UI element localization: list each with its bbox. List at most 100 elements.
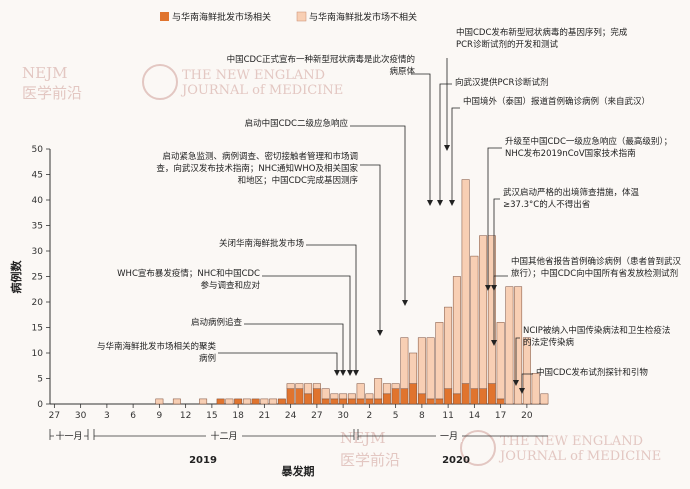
bar-related xyxy=(277,398,286,405)
bar-related xyxy=(251,398,260,405)
bar-unrelated xyxy=(356,383,365,400)
bar-unrelated xyxy=(347,393,356,400)
annotation-5: 升级至中国CDC一级应急响应（最高级别）；NHC发布2019nCoV国家技术指南 xyxy=(505,137,673,159)
arrow-8 xyxy=(306,244,357,370)
bar-unrelated xyxy=(382,383,391,395)
bar-unrelated xyxy=(312,383,321,389)
bracket-nov-bg xyxy=(54,430,84,442)
watermark-line2-bottom: JOURNAL of MEDICINE xyxy=(498,449,661,464)
bar-unrelated xyxy=(339,393,348,400)
bar-unrelated xyxy=(435,322,444,400)
y-ticks: 0 5 10 15 20 25 30 35 40 45 50 xyxy=(32,145,50,410)
bracket-jan-bg xyxy=(436,430,462,442)
y-tick-label: 0 xyxy=(37,400,43,410)
arrowhead-13 xyxy=(334,370,340,376)
annotation-8: 关闭华南海鲜批发市场 xyxy=(218,239,304,249)
arrow-1 xyxy=(412,73,431,200)
arrow-9 xyxy=(262,275,351,370)
bar-unrelated xyxy=(452,276,461,395)
bar-related xyxy=(487,383,496,405)
bar-unrelated xyxy=(199,398,208,405)
x-tick-label: 14 xyxy=(469,411,481,421)
arrow-12 xyxy=(515,337,520,380)
annotation-8-box: 关闭华南海鲜批发市场 xyxy=(218,239,304,249)
bar-unrelated xyxy=(400,337,409,389)
bar-unrelated xyxy=(304,383,313,395)
x-ticks: 27 30 3 6 9 12 15 18 21 24 27 30 2 5 8 11 14 17 20 xyxy=(49,404,533,421)
bar-unrelated xyxy=(487,235,496,384)
annotation-12-box: NCIP被纳入中国传染病法和卫生检疫法的法定传染病 xyxy=(523,326,671,348)
x-tick-label: 6 xyxy=(130,411,136,421)
bars xyxy=(155,179,549,405)
x-tick-label: 15 xyxy=(206,411,217,421)
annotation-1-box: 中国CDC正式宣布一种新型冠状病毒是此次疫情的病原体 xyxy=(226,55,415,77)
bar-related xyxy=(330,398,339,405)
annotation-12: NCIP被纳入中国传染病法和卫生检疫法的法定传染病 xyxy=(523,326,671,348)
y-tick-label: 35 xyxy=(32,222,43,232)
x-tick-label: 9 xyxy=(157,411,163,421)
annotation-5-box: 升级至中国CDC一级应急响应（最高级别）；NHC发布2019nCoV国家技术指南 xyxy=(505,137,673,159)
arrowhead-3 xyxy=(449,200,455,206)
bar-related xyxy=(347,398,356,405)
arrowhead-6 xyxy=(377,330,383,336)
annotation-7: 武汉启动严格的出境筛查措施，体温≥37.3°C的人不得出省 xyxy=(503,188,640,210)
bar-related xyxy=(409,383,418,405)
y-axis-label: 病例数 xyxy=(9,260,23,294)
y-tick-label: 40 xyxy=(32,196,44,206)
y-tick-label: 30 xyxy=(32,247,44,257)
y-tick-label: 50 xyxy=(32,145,44,155)
bar-unrelated xyxy=(295,383,304,389)
watermark-nejm-bottom: NEJM xyxy=(340,429,385,447)
arrowhead-1 xyxy=(427,200,433,206)
arrow-10 xyxy=(493,275,508,340)
bar-unrelated xyxy=(242,398,251,405)
watermark-line1-bottom: THE NEW ENGLAND xyxy=(500,434,643,449)
year-label-2020: 2020 xyxy=(442,455,470,466)
month-label-dec: 十二月 xyxy=(210,430,237,442)
bar-unrelated xyxy=(155,398,164,405)
bar-unrelated xyxy=(514,286,523,405)
y-tick-label: 10 xyxy=(32,349,44,359)
arrowhead-10 xyxy=(491,340,497,346)
bar-related xyxy=(461,383,470,405)
annotation-4: 启动中国CDC二级应急响应 xyxy=(244,119,348,129)
bar-unrelated xyxy=(540,393,549,405)
annotation-1: 中国CDC正式宣布一种新型冠状病毒是此次疫情的病原体 xyxy=(226,55,415,77)
arrowhead-12 xyxy=(513,380,519,386)
annotation-14-box: 中国CDC发布试剂探针和引物 xyxy=(536,368,648,378)
bar-unrelated xyxy=(365,393,374,400)
bar-unrelated xyxy=(417,337,426,395)
y-tick-label: 45 xyxy=(32,171,43,181)
x-tick-label: 17 xyxy=(495,411,506,421)
bar-unrelated xyxy=(426,337,435,400)
arrow-5 xyxy=(487,147,502,285)
bar-unrelated xyxy=(470,255,479,389)
annotation-13-box: 与华南海鲜批发市场相关的聚类病例 xyxy=(97,342,216,364)
bar-related xyxy=(356,398,365,405)
year-label-2019: 2019 xyxy=(189,455,217,466)
watermark-bottom: NEJM 医学前沿 THE NEW ENGLAND JOURNAL of MED… xyxy=(340,429,661,469)
bar-unrelated xyxy=(531,373,540,405)
x-tick-label: 2 xyxy=(367,411,373,421)
x-tick-label: 8 xyxy=(419,411,425,421)
bar-unrelated xyxy=(461,179,470,384)
annotation-3: 中国境外（泰国）报道首例确诊病例（来自武汉） xyxy=(463,97,648,107)
bar-related xyxy=(496,398,505,405)
arrow-13 xyxy=(218,352,338,370)
bar-related xyxy=(391,388,400,405)
x-tick-label: 20 xyxy=(521,411,533,421)
bar-unrelated xyxy=(330,393,339,400)
watermark-top: NEJM 医学前沿 THE NEW ENGLAND JOURNAL of MED… xyxy=(22,64,343,102)
legend-swatch-related xyxy=(160,12,169,21)
annotation-11: 启动病例追查 xyxy=(190,318,242,328)
bar-unrelated xyxy=(172,398,181,405)
annotation-9-box: WHC宣布暴发疫情；NHC和中国CDC参与调查和应对 xyxy=(117,269,260,291)
watermark-nejm: NEJM xyxy=(22,64,67,82)
arrow-3 xyxy=(451,107,460,200)
annotation-arrowheads xyxy=(334,145,525,394)
bar-unrelated xyxy=(260,398,269,405)
bar-related xyxy=(304,393,313,405)
annotation-4-box: 启动中国CDC二级应急响应 xyxy=(244,119,348,129)
bar-unrelated xyxy=(374,378,383,400)
annotation-6-box: 启动紧急监测、病例调查、密切接触者管理和市场调查，向武汉发布技术指南；NHC通知… xyxy=(156,152,358,186)
